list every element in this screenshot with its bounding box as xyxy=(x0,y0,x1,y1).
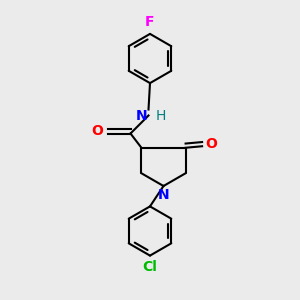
Text: F: F xyxy=(145,15,155,29)
Text: H: H xyxy=(156,109,166,122)
Text: O: O xyxy=(205,137,217,151)
Text: N: N xyxy=(158,188,169,203)
Text: Cl: Cl xyxy=(142,260,158,274)
Text: O: O xyxy=(92,124,104,138)
Text: N: N xyxy=(135,109,147,122)
